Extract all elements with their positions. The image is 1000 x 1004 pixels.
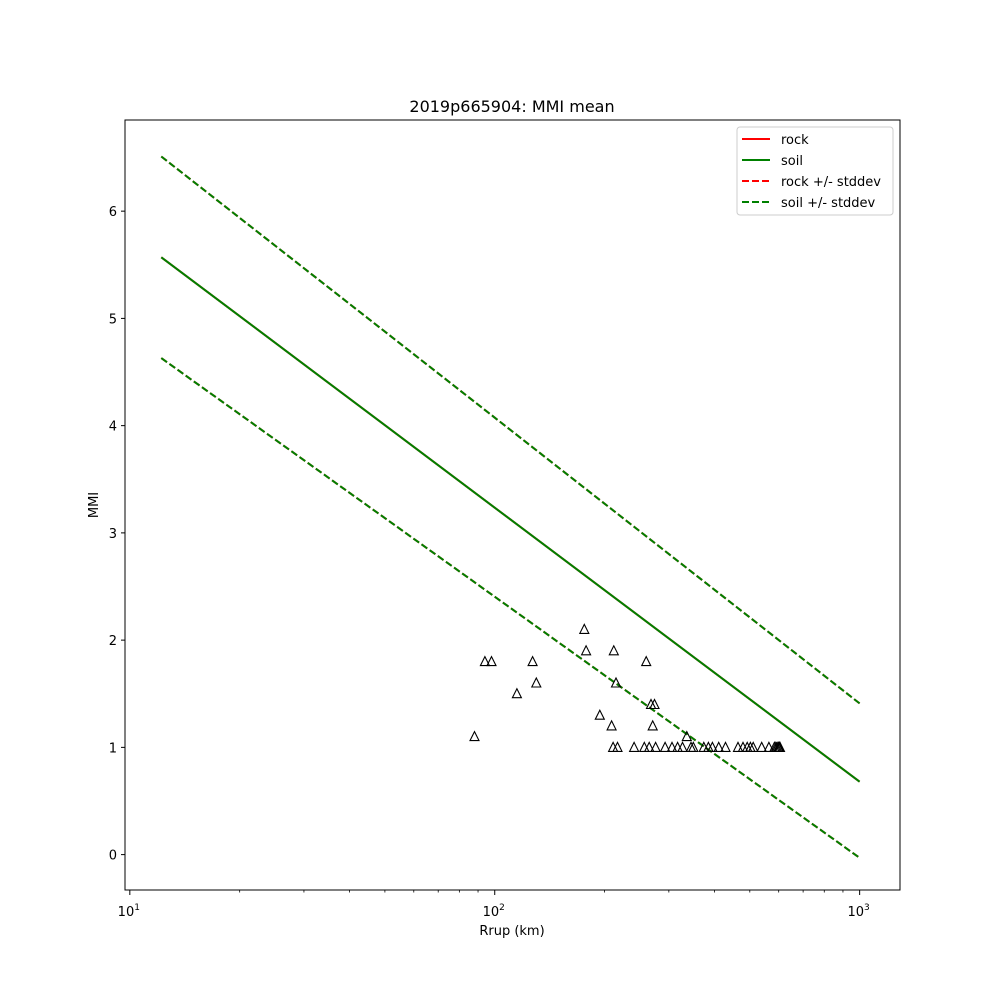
observation-point-2	[486, 655, 497, 667]
observation-point-26	[681, 730, 693, 742]
observation-point-16	[640, 655, 652, 667]
legend: rock soil rock +/- stddev soil +/- stddev	[736, 126, 894, 216]
y-tick-label: 2	[109, 634, 117, 649]
x-axis-label: Rrup (km)	[479, 924, 544, 939]
observation-point-20	[649, 698, 660, 710]
observation-point-31	[707, 741, 718, 752]
observation-point-13	[612, 741, 623, 752]
rock-stddev-lower-line	[160, 357, 861, 859]
y-tick-label: 1	[109, 741, 117, 756]
x-tick-label: 103	[848, 903, 870, 920]
observation-point-1	[479, 655, 491, 667]
observation-point-8	[594, 708, 606, 720]
observation-point-17	[643, 741, 655, 752]
x-tick-label: 102	[483, 903, 505, 920]
series-layer	[160, 155, 861, 859]
observation-point-12	[610, 676, 622, 688]
observation-point-7	[580, 644, 592, 656]
y-tick-label: 0	[109, 849, 117, 864]
observation-point-21	[650, 741, 661, 752]
y-axis-label: MMI	[87, 492, 102, 518]
observation-point-3	[511, 687, 523, 699]
soil-line	[160, 256, 861, 783]
observation-points	[469, 623, 786, 752]
y-tick-label: 3	[109, 527, 117, 542]
y-tick-label: 4	[109, 420, 117, 435]
observation-point-39	[756, 741, 768, 752]
observation-point-5	[530, 676, 542, 688]
x-tick-label: 101	[118, 903, 140, 920]
observation-point-0	[469, 730, 480, 742]
observation-point-14	[628, 741, 640, 752]
observation-point-38	[747, 741, 759, 752]
plot-frame	[124, 119, 901, 891]
legend-label-soil: soil	[781, 154, 803, 169]
legend-label-soil-stddev: soil +/- stddev	[781, 196, 876, 211]
axes: 0 1 2 3 4 5 6 101 102 103	[109, 119, 901, 920]
observation-point-19	[647, 719, 659, 731]
observation-point-23	[666, 741, 678, 752]
observation-point-6	[578, 623, 590, 634]
y-tick-label: 6	[109, 205, 117, 220]
legend-label-rock: rock	[781, 133, 809, 148]
chart-title: 2019p665904: MMI mean	[409, 97, 614, 116]
legend-box	[736, 126, 894, 216]
soil-stddev-upper-line	[160, 155, 861, 705]
observation-point-40	[763, 741, 775, 752]
observation-point-9	[606, 719, 617, 731]
y-tick-label: 5	[109, 312, 117, 327]
observation-point-33	[720, 741, 731, 752]
observation-point-32	[713, 741, 725, 752]
soil-stddev-lower-line	[160, 357, 861, 859]
observation-point-25	[677, 741, 688, 752]
observation-point-22	[659, 741, 671, 752]
observation-point-4	[527, 655, 538, 667]
observation-point-46	[774, 741, 786, 752]
legend-label-rock-stddev: rock +/- stddev	[781, 175, 881, 190]
observation-point-28	[687, 741, 699, 752]
observation-point-11	[608, 644, 620, 656]
